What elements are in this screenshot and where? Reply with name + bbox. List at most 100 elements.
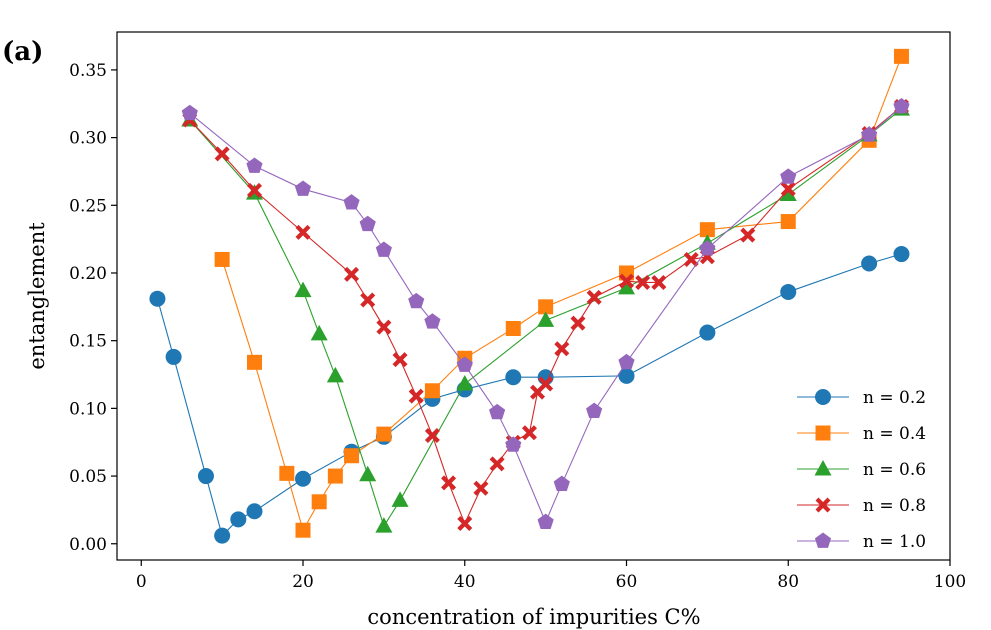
ticks-layer: 0 20 40 60 80 100 0.00 0.05 0.10 0.15 0.20 0.25 0.30…	[69, 61, 966, 592]
x-tick-label: 20	[292, 572, 314, 592]
series-0-4-point	[279, 465, 295, 481]
series-0-6-point	[391, 491, 409, 507]
series-0-2-point	[149, 290, 166, 307]
series-1-0-point	[181, 104, 198, 121]
series-0-2-point	[893, 246, 910, 263]
series-1-0-point	[343, 194, 360, 210]
y-tick-label: 0.25	[69, 196, 107, 216]
series-0-4-point	[311, 494, 327, 510]
series-0-6-point	[779, 185, 797, 201]
series-0-8-point	[538, 376, 554, 392]
series-0-8-point	[586, 289, 602, 305]
series-0-6-point	[456, 375, 474, 391]
x-tick-label: 40	[454, 572, 476, 592]
series-0-2-point	[295, 470, 312, 487]
series-0-6-point	[375, 517, 393, 533]
series-0-8-point	[214, 146, 230, 162]
series-0-8-point	[457, 515, 473, 531]
y-tick-label: 0.35	[69, 61, 107, 81]
y-tick-label: 0.15	[69, 332, 107, 352]
series-0-8-point	[376, 319, 392, 335]
legend-entry: n = 0.6	[797, 460, 926, 480]
series-0-4-point	[505, 320, 521, 336]
y-tick-label: 0.20	[69, 264, 107, 284]
series-1-0-point	[359, 215, 376, 232]
series-0-8-point	[651, 274, 667, 290]
series-0-2-point	[505, 369, 522, 386]
legend-label: n = 0.4	[863, 424, 926, 444]
series-0-8-point	[408, 388, 424, 404]
legend-entry: n = 0.2	[797, 388, 926, 408]
series-1-0-point	[489, 403, 506, 420]
series-0-8-point	[489, 456, 505, 472]
series-0-2-point	[861, 255, 878, 272]
series-0-6-point	[359, 465, 377, 482]
series-0-6-point	[294, 281, 312, 298]
series-0-8-point	[570, 315, 586, 331]
series-1-0-point	[586, 402, 603, 418]
legend-entry: n = 1.0	[797, 532, 926, 552]
y-tick-label: 0.30	[69, 129, 107, 149]
panel-label: (a)	[2, 37, 43, 67]
series-0-4-point	[538, 299, 554, 315]
series-1-0-point	[699, 240, 716, 256]
series-0-8-point	[554, 341, 570, 357]
series-0-8-point	[635, 274, 651, 290]
series-0-8-point	[392, 352, 408, 368]
series-0-8-point	[344, 266, 360, 282]
series-0-4-point	[376, 426, 392, 442]
series-1-0-point	[246, 157, 263, 173]
legend-entry: n = 0.8	[797, 496, 926, 516]
legend-marker	[815, 389, 831, 405]
series-1-0-point	[424, 313, 441, 329]
y-tick-label: 0.10	[69, 399, 107, 419]
series-0-6-point	[618, 278, 636, 295]
series-0-2-point	[699, 324, 716, 341]
series-0-4-line	[221, 56, 902, 532]
series-1-0-point	[780, 168, 797, 184]
y-tick-label: 0.05	[69, 467, 107, 487]
series-1-0-point	[553, 475, 570, 492]
series-0-4-point	[295, 522, 311, 538]
series-0-8-point	[441, 475, 457, 491]
series-0-2-point	[246, 503, 263, 520]
series-0-2-point	[780, 283, 797, 300]
series-1-0-point	[537, 513, 554, 529]
series-0-2-point	[618, 367, 635, 384]
series-0-4-point	[893, 48, 909, 64]
series-0-8-point	[780, 181, 796, 197]
legend: n = 0.2 n = 0.4 n = 0.6 n = 0.8 n = 1.0	[797, 388, 926, 552]
y-tick-label: 0.00	[69, 535, 107, 555]
series-0-6-point	[326, 366, 344, 383]
legend-label: n = 1.0	[863, 532, 926, 552]
series-0-8-point	[246, 182, 262, 198]
series-0-8-point	[521, 425, 537, 441]
series-0-6-point	[310, 324, 328, 341]
legend-marker	[815, 497, 831, 513]
axes-frame	[116, 31, 951, 561]
series-1-0-point	[456, 356, 473, 372]
legend-marker	[815, 425, 831, 441]
series-0-8-point	[295, 224, 311, 240]
series-0-4-point	[780, 214, 796, 230]
series-1-0-point	[375, 241, 392, 257]
series-1-0	[181, 97, 910, 529]
x-tick-label: 0	[136, 572, 147, 592]
series-0-4-point	[699, 222, 715, 238]
series-0-2-point	[230, 511, 247, 528]
series-1-0-point	[408, 292, 425, 309]
series-1-0-point	[893, 97, 910, 114]
plot-frame	[116, 31, 951, 561]
series-1-0-point	[505, 436, 522, 452]
series-0-4-point	[327, 468, 343, 484]
legend-marker	[814, 532, 832, 548]
series-0-8-point	[473, 480, 489, 496]
series-1-0-point	[294, 180, 312, 196]
series-0-8-point	[424, 427, 440, 443]
x-tick-label: 60	[616, 572, 638, 592]
series-0-6-point	[537, 311, 555, 327]
series-layer	[149, 48, 910, 544]
y-axis-label: entanglement	[25, 222, 49, 370]
series-0-4-point	[246, 354, 262, 370]
series-0-2-point	[214, 527, 231, 544]
